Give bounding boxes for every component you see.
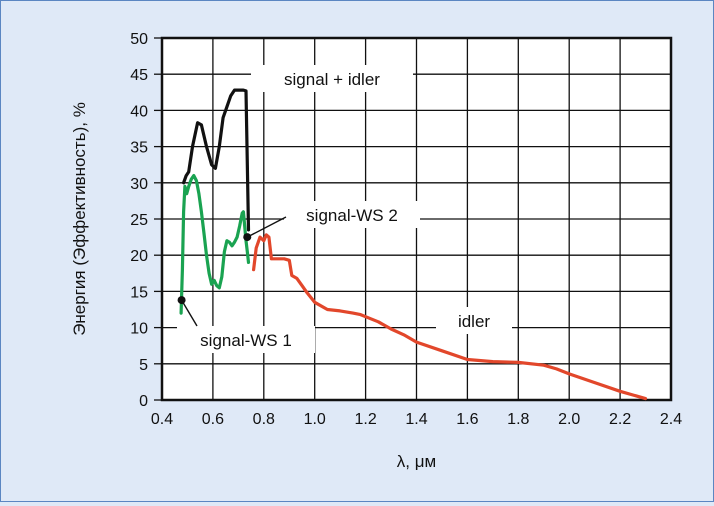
annotation-box (284, 201, 420, 228)
y-tick-label: 25 (130, 212, 148, 229)
annotation-label: idler (458, 312, 490, 331)
y-tick-label: 5 (139, 357, 148, 374)
y-tick-label: 30 (130, 176, 148, 193)
y-tick-label: 20 (130, 248, 148, 265)
x-tick-label: 1.2 (354, 411, 376, 428)
x-axis-label: λ, μм (397, 452, 436, 471)
y-tick-label: 10 (130, 321, 148, 338)
y-tick-label: 35 (130, 140, 148, 157)
annotation-leader (180, 299, 198, 327)
x-tick-label: 1.8 (507, 411, 529, 428)
series-line-signal-idler (182, 88, 251, 232)
annotation-label: signal-WS 1 (200, 331, 292, 350)
x-tick-label: 2.4 (660, 411, 682, 428)
annotation-label: signal-WS 2 (306, 206, 398, 225)
y-tick-label: 45 (130, 67, 148, 84)
annotation-box (177, 326, 315, 353)
y-tick-label: 0 (139, 393, 148, 410)
series-group (179, 88, 648, 401)
y-axis-label: Энергия (Эффективность), % (70, 102, 89, 336)
annotation-label: signal + idler (284, 70, 380, 89)
y-tick-label: 15 (130, 284, 148, 301)
x-tick-label: 1.0 (304, 411, 326, 428)
x-tick-label: 1.6 (456, 411, 478, 428)
x-tick-label: 0.8 (253, 411, 275, 428)
annotation-box (251, 65, 413, 92)
x-tick-label: 2.2 (609, 411, 631, 428)
y-tick-label: 50 (130, 31, 148, 48)
x-tick-label: 0.6 (202, 411, 224, 428)
x-tick-label: 1.4 (405, 411, 427, 428)
axis-ticks: 0.4 0.6 0.8 1.0 1.2 1.4 1.6 1.8 2.0 2.2 2.4 0 5 10 15 2… (130, 31, 682, 428)
annotation-dot (243, 233, 252, 242)
y-tick-label: 40 (130, 103, 148, 120)
series-line-signal-ws-1 (179, 174, 216, 315)
series-line-idler (252, 233, 648, 401)
series-line-signal-ws-2 (212, 210, 251, 290)
x-tick-label: 2.0 (558, 411, 580, 428)
annotation-leader (246, 216, 287, 238)
x-tick-label: 0.4 (151, 411, 173, 428)
annotations: signal + idler signal-WS 2 signal-WS 1 idle… (177, 65, 512, 353)
annotation-box (436, 307, 512, 334)
annotation-dot (177, 296, 186, 305)
